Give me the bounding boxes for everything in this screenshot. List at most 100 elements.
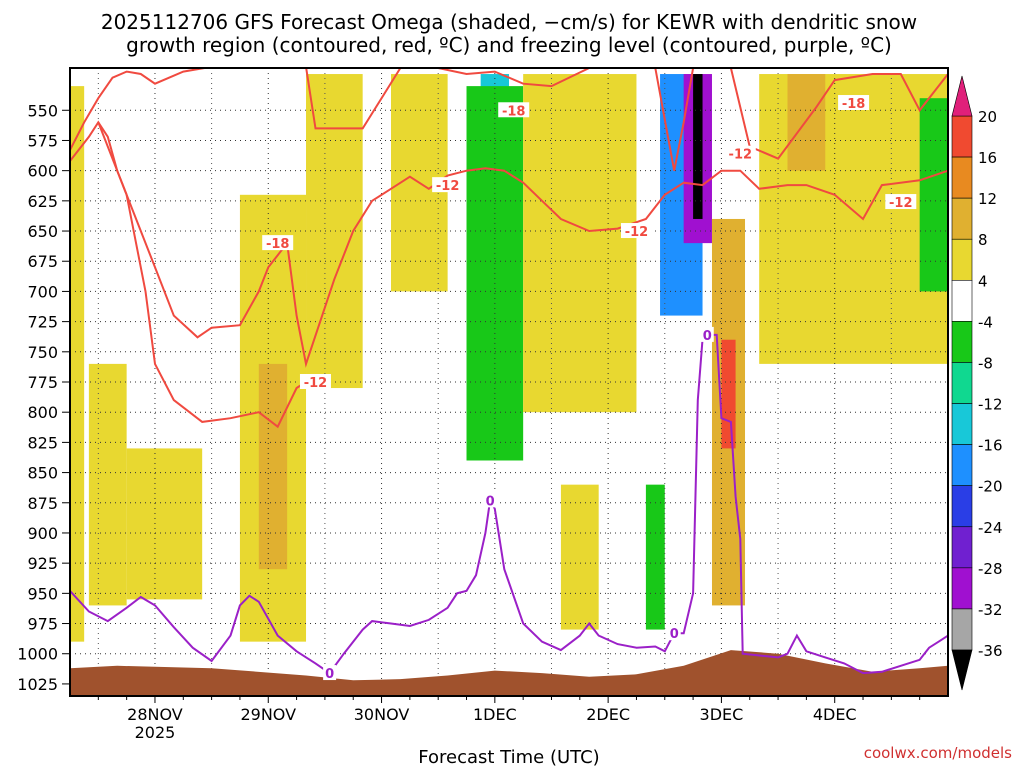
contour-label: -12 [729,148,753,163]
colorbar-bin [951,362,973,404]
contour-label-bg [299,374,331,389]
y-tick-label: 650 [27,222,58,241]
y-tick-label: 550 [27,101,58,120]
contour-label-bg [483,492,497,508]
shaded-region-extreme-descent-core [693,74,703,219]
y-tick-label: 675 [27,252,58,271]
shaded-region-descent-2dec-low [645,484,665,630]
chart-title-line2: growth region (contoured, red, ºC) and f… [126,33,892,57]
x-tick-label: 4DEC [813,705,857,724]
y-tick-label: 800 [27,403,58,422]
contour-label: -12 [625,225,649,240]
y-tick-label: 725 [27,313,58,332]
x-tick-label: 2DEC [586,705,630,724]
x-tick-label: 1DEC [473,705,517,724]
contour-label: 0 [670,627,679,642]
x-tick-label: 29NOV [240,705,296,724]
shaded-region-weak-ascent-early [70,86,85,642]
contour-label-bg [838,95,870,111]
colorbar-tick-label: 8 [978,231,988,249]
shaded-region-descent-4dec-east [919,98,948,292]
colorbar: 20 16 12 8 4 -4 -8 -12 -16 -20 -24 -28 -32 -36 [951,75,1003,691]
colorbar-tick-label: -4 [978,313,993,331]
y-tick-label: 900 [27,524,58,543]
contour-label-bg [667,625,681,641]
credit-link[interactable]: coolwx.com/models [864,744,1012,762]
colorbar-tick-label: -36 [978,642,1003,660]
colorbar-bin [951,156,973,199]
colorbar-bin [951,567,973,610]
colorbar-bin [951,321,973,363]
contour-label: 0 [703,329,712,344]
colorbar-tick-label: -20 [978,478,1003,496]
colorbar-tick-label: -12 [978,396,1003,414]
chart-title-line1: 2025112706 GFS Forecast Omega (shaded, −… [101,10,917,34]
y-tick-label: 700 [27,282,58,301]
shaded-region-moderate-ascent-29nov [258,363,288,570]
y-tick-label: 625 [27,192,58,211]
contour-label-bg [323,665,337,681]
shaded-region-weak-ascent-28nov-b [126,448,203,600]
x-tick-label: 30NOV [354,705,410,724]
shaded-region-weak-ascent-2dec [523,74,637,413]
colorbar-bin [951,197,973,240]
x-tick-sublabel: 2025 [135,723,176,742]
contour-freezing-level [70,333,948,675]
colorbar-bin [951,280,973,322]
contour-label-bg [262,235,294,251]
y-axis-pressure-ticks: 550 575 600 625 650 675 700 725 750 775 800 825 850 8… [17,101,70,694]
y-tick-label: 825 [27,433,58,452]
colorbar-under-arrow [951,649,973,691]
colorbar-tick-label: -16 [978,437,1003,455]
colorbar-tick-label: -8 [978,354,993,372]
colorbar-bin [951,485,973,528]
colorbar-bin [951,444,973,486]
contour-dgz-upper [70,68,948,171]
x-tick-label: 3DEC [700,705,744,724]
colorbar-bin [951,115,973,158]
shaded-region-ascent-4dec-core [787,74,826,171]
y-tick-label: 750 [27,343,58,362]
colorbar-bin [951,526,973,569]
y-tick-label: 925 [27,554,58,573]
colorbar-tick-label: 4 [978,272,988,290]
contour-dgz-lowest [97,121,317,429]
colorbar-bin [951,403,973,445]
y-tick-label: 1025 [17,675,58,694]
colorbar-tick-label: -28 [978,560,1003,578]
contour-label-bg [700,326,714,342]
y-tick-label: 975 [27,615,58,634]
colorbar-bin [951,608,973,651]
plot-area: -18 -12 -12 -12 -18 -12 -18 -12 0 0 0 0 [70,68,948,696]
contour-label: 0 [325,667,334,682]
contour-label: -12 [436,179,460,194]
y-tick-label: 875 [27,494,58,513]
contour-label: 0 [486,494,495,509]
contour-label-bg [885,194,917,210]
contour-label: -18 [266,237,290,252]
shaded-region-weak-ascent-2dec-low [560,484,599,630]
colorbar-over-arrow [951,75,973,117]
shaded-region-weak-ascent-28nov-a [88,363,127,606]
y-tick-label: 1000 [17,645,58,664]
omega-shading [70,74,948,642]
contour-label-bg [432,177,464,193]
y-tick-label: 575 [27,131,58,150]
colorbar-bin [951,238,973,281]
contour-labels: -18 -12 -12 -12 -18 -12 -18 -12 0 0 0 0 [262,95,917,682]
contour-label-bg [620,223,652,239]
terrain [70,650,948,696]
shaded-region-ascent-3dec-core [721,339,736,449]
y-tick-label: 775 [27,373,58,392]
colorbar-tick-label: -32 [978,601,1003,619]
colorbar-tick-label: 12 [978,190,997,208]
terrain-fill [70,650,948,696]
x-tick-label: 28NOV [127,705,183,724]
contour-label: -12 [304,376,328,391]
y-tick-label: 850 [27,464,58,483]
contour-label: -12 [889,196,913,211]
y-tick-label: 600 [27,162,58,181]
colorbar-tick-label: 16 [978,149,997,167]
contour-label: -18 [842,97,866,112]
